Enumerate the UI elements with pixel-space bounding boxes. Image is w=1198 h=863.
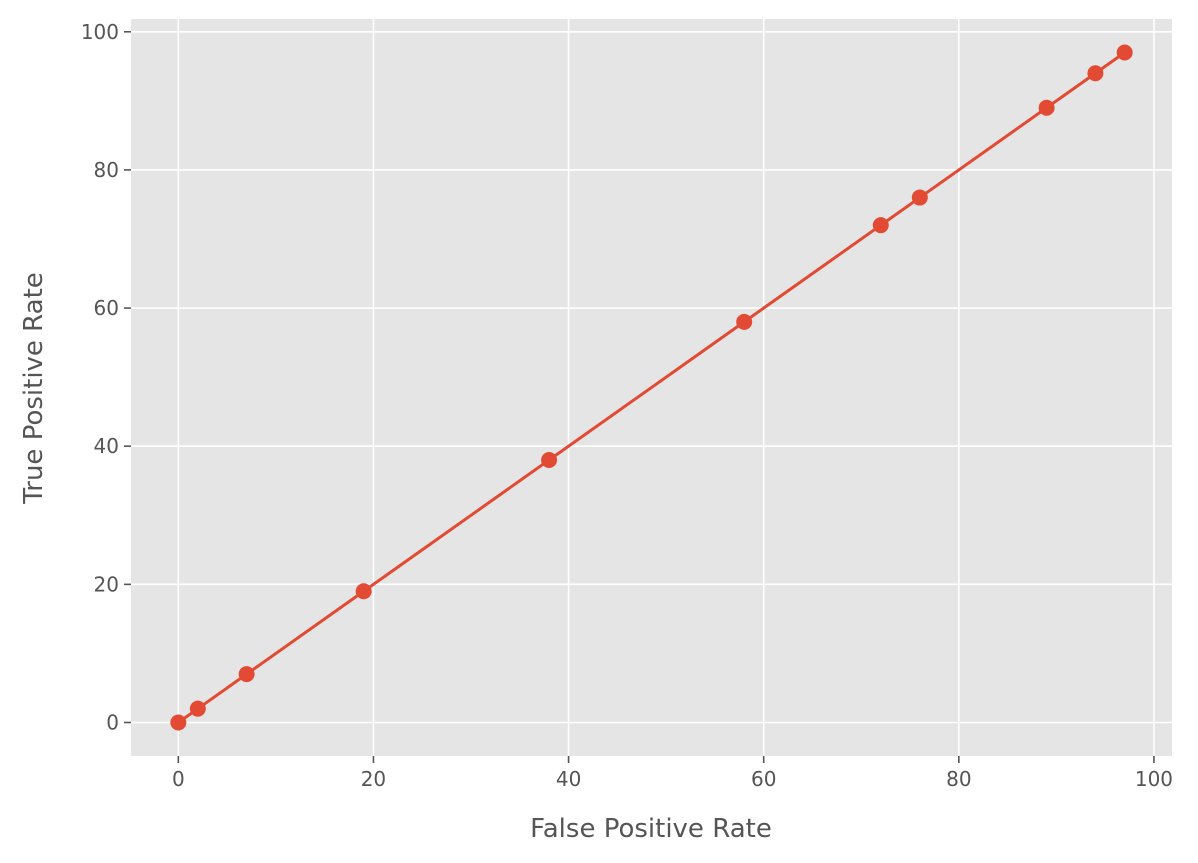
marks bbox=[170, 44, 1133, 731]
x-tick-label: 80 bbox=[946, 767, 971, 791]
x-tick-label: 0 bbox=[172, 767, 185, 791]
y-tick-label: 80 bbox=[94, 158, 119, 182]
x-tick-label: 20 bbox=[361, 767, 386, 791]
y-tick-label: 100 bbox=[81, 20, 119, 44]
y-axis-label: True Positive Rate bbox=[19, 272, 49, 505]
data-point bbox=[1116, 44, 1133, 61]
data-point bbox=[170, 714, 187, 731]
y-tick-label: 60 bbox=[94, 296, 119, 320]
data-point bbox=[189, 700, 206, 717]
y-tick-label: 0 bbox=[106, 711, 119, 735]
grid bbox=[131, 19, 1172, 756]
y-tick-label: 40 bbox=[94, 434, 119, 458]
x-tick-label: 40 bbox=[556, 767, 581, 791]
data-point bbox=[238, 666, 255, 683]
data-point bbox=[872, 217, 889, 234]
ticks: 0 20 40 60 80 100 0 20 40 60 80 100 bbox=[81, 20, 1173, 791]
data-point bbox=[1038, 99, 1055, 116]
x-axis-label: False Positive Rate bbox=[530, 814, 772, 844]
x-tick-label: 100 bbox=[1135, 767, 1173, 791]
data-point bbox=[911, 189, 928, 206]
data-point bbox=[736, 313, 753, 330]
data-point bbox=[355, 583, 372, 600]
data-point bbox=[541, 452, 558, 469]
data-point bbox=[1087, 65, 1104, 82]
y-tick-label: 20 bbox=[94, 572, 119, 596]
x-tick-label: 60 bbox=[751, 767, 776, 791]
